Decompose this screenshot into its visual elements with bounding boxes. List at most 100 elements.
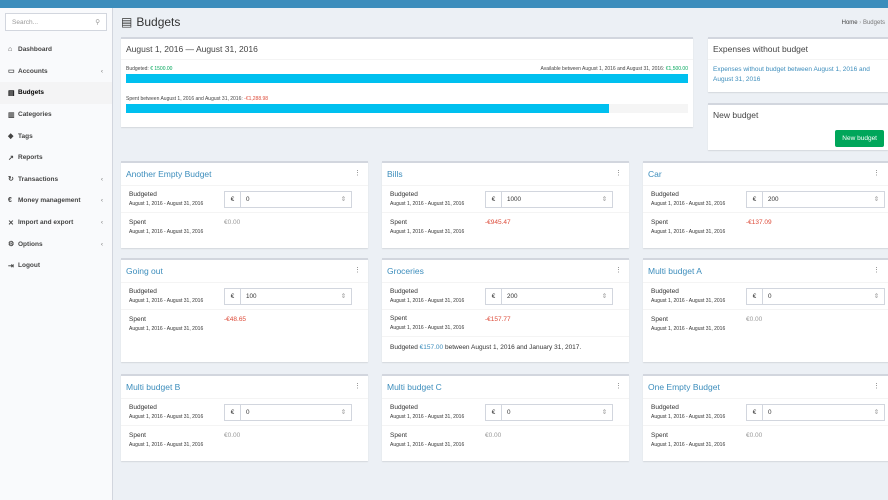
sidebar-item-logout[interactable]: ⇥ Logout	[0, 255, 112, 277]
more-options-icon[interactable]: ⋮	[615, 170, 622, 177]
sidebar-item-categories[interactable]: ▥ Categories	[0, 104, 112, 126]
budgeted-progress-bar	[126, 74, 688, 83]
euro-addon: €	[225, 288, 241, 304]
sidebar-item-tags[interactable]: ◆ Tags	[0, 125, 112, 147]
euro-addon: €	[747, 288, 763, 304]
budget-name-link[interactable]: Multi budget C	[387, 382, 442, 392]
budget-limit-note: Budgeted €157.00 between August 1, 2016 …	[390, 344, 582, 351]
sidebar-item-label: Accounts	[18, 67, 48, 75]
chevron-left-icon: ‹	[100, 219, 103, 227]
spinner-icon[interactable]: ⇕	[340, 408, 346, 416]
more-options-icon[interactable]: ⋮	[615, 267, 622, 274]
tasks-icon: ▤	[8, 89, 15, 97]
spent-label: Spent August 1, 2016 - August 31, 2016	[390, 315, 465, 331]
budget-amount-input[interactable]: €200 ⇕	[485, 287, 613, 305]
search-placeholder: Search...	[12, 18, 39, 26]
more-options-icon[interactable]: ⋮	[354, 170, 361, 177]
budgeted-label: Budgeted August 1, 2016 - August 31, 2016	[129, 404, 204, 420]
sidebar-item-label: Logout	[18, 262, 41, 270]
spinner-icon[interactable]: ⇕	[601, 408, 607, 416]
spent-label: Spent August 1, 2016 - August 31, 2016	[651, 218, 726, 235]
spinner-icon[interactable]: ⇕	[873, 408, 879, 416]
budget-amount-input[interactable]: €0 ⇕	[485, 403, 613, 421]
spinner-icon[interactable]: ⇕	[601, 195, 607, 203]
sidebar-item-import-and-export[interactable]: ✕ Import and export ‹	[0, 212, 112, 234]
budget-name-link[interactable]: Bills	[387, 169, 403, 179]
new-budget-button[interactable]: New budget	[835, 130, 884, 147]
line-chart-icon: ↗	[8, 154, 14, 162]
spent-value: €0.00	[485, 432, 502, 439]
budget-amount-input[interactable]: €0 ⇕	[224, 190, 352, 208]
euro-addon: €	[747, 191, 763, 207]
expenses-without-budget-link[interactable]: Expenses without budget between August 1…	[713, 66, 870, 83]
sidebar-item-dashboard[interactable]: ⌂ Dashboard	[0, 39, 112, 61]
spent-label: Spent August 1, 2016 - August 31, 2016	[651, 431, 726, 448]
budget-name-link[interactable]: One Empty Budget	[648, 382, 720, 392]
spent-label: Spent August 1, 2016 - August 31, 2016	[390, 218, 465, 235]
budget-name-link[interactable]: Another Empty Budget	[126, 169, 212, 179]
euro-addon: €	[486, 191, 502, 207]
spinner-icon[interactable]: ⇕	[601, 292, 607, 300]
budget-name-link[interactable]: Groceries	[387, 266, 424, 276]
credit-card-icon: ▭	[8, 68, 15, 76]
more-options-icon[interactable]: ⋮	[873, 383, 880, 390]
budgeted-label: Budgeted August 1, 2016 - August 31, 2016	[129, 288, 204, 304]
budget-name-link[interactable]: Multi budget A	[648, 266, 702, 276]
spinner-icon[interactable]: ⇕	[340, 195, 346, 203]
more-options-icon[interactable]: ⋮	[354, 267, 361, 274]
spent-value: €0.00	[746, 316, 763, 323]
spent-progress-bar	[126, 104, 688, 113]
amount-value: 100	[246, 292, 257, 300]
breadcrumb-home[interactable]: Home	[841, 20, 858, 26]
search-icon[interactable]: ⚲	[95, 19, 100, 26]
home-icon: ⌂	[8, 46, 13, 54]
spinner-icon[interactable]: ⇕	[873, 195, 879, 203]
repeat-icon: ↻	[8, 176, 14, 184]
budget-name-link[interactable]: Multi budget B	[126, 382, 181, 392]
sidebar-item-transactions[interactable]: ↻ Transactions ‹	[0, 169, 112, 191]
amount-value: 200	[768, 195, 779, 203]
euro-addon: €	[747, 404, 763, 420]
amount-value: 1000	[507, 195, 522, 203]
amount-value: 0	[768, 292, 772, 300]
tag-icon: ◆	[8, 133, 14, 141]
breadcrumb-current: Budgets	[862, 20, 885, 26]
more-options-icon[interactable]: ⋮	[354, 383, 361, 390]
sidebar-item-money-management[interactable]: € Money management ‹	[0, 190, 112, 212]
budget-name-link[interactable]: Car	[648, 169, 662, 179]
budget-amount-input[interactable]: €0 ⇕	[746, 287, 885, 305]
spinner-icon[interactable]: ⇕	[340, 292, 346, 300]
budgeted-label: Budgeted August 1, 2016 - August 31, 2016	[390, 288, 465, 304]
more-options-icon[interactable]: ⋮	[873, 267, 880, 274]
sidebar-item-accounts[interactable]: ▭ Accounts ‹	[0, 61, 112, 83]
cogs-icon: ⚙	[8, 241, 15, 249]
sidebar-item-label: Options	[18, 240, 43, 248]
budget-amount-input[interactable]: €0 ⇕	[746, 403, 885, 421]
search-input[interactable]: Search... ⚲	[5, 13, 107, 31]
amount-value: 0	[246, 408, 250, 416]
budget-amount-input[interactable]: €200 ⇕	[746, 190, 885, 208]
breadcrumb: Home › Budgets	[841, 20, 885, 26]
sidebar-item-label: Budgets	[18, 89, 44, 97]
spinner-icon[interactable]: ⇕	[873, 292, 879, 300]
budget-amount-input[interactable]: €1000 ⇕	[485, 190, 613, 208]
spent-value: -€137.09	[746, 219, 772, 226]
sidebar-item-reports[interactable]: ↗ Reports	[0, 147, 112, 169]
budget-amount-input[interactable]: €100 ⇕	[224, 287, 352, 305]
budgeted-label: Budgeted August 1, 2016 - August 31, 2016	[390, 191, 465, 207]
spent-label: Spent August 1, 2016 - August 31, 2016	[390, 431, 465, 448]
spent-label: Spent August 1, 2016 - August 31, 2016	[651, 315, 726, 332]
more-options-icon[interactable]: ⋮	[615, 383, 622, 390]
budget-amount-input[interactable]: €0 ⇕	[224, 403, 352, 421]
sidebar-item-label: Transactions	[18, 175, 59, 183]
chevron-left-icon: ‹	[100, 67, 103, 75]
spent-value: €0.00	[224, 219, 241, 226]
spent-value: €0.00	[224, 432, 241, 439]
spent-label: Spent August 1, 2016 - August 31, 2016	[129, 218, 204, 235]
sidebar-item-options[interactable]: ⚙ Options ‹	[0, 233, 112, 255]
more-options-icon[interactable]: ⋮	[873, 170, 880, 177]
sidebar-item-budgets[interactable]: ▤ Budgets	[0, 82, 112, 104]
overview-title: August 1, 2016 — August 31, 2016	[121, 39, 693, 60]
budgeted-label: Budgeted August 1, 2016 - August 31, 2016	[651, 191, 726, 207]
budget-name-link[interactable]: Going out	[126, 266, 163, 276]
